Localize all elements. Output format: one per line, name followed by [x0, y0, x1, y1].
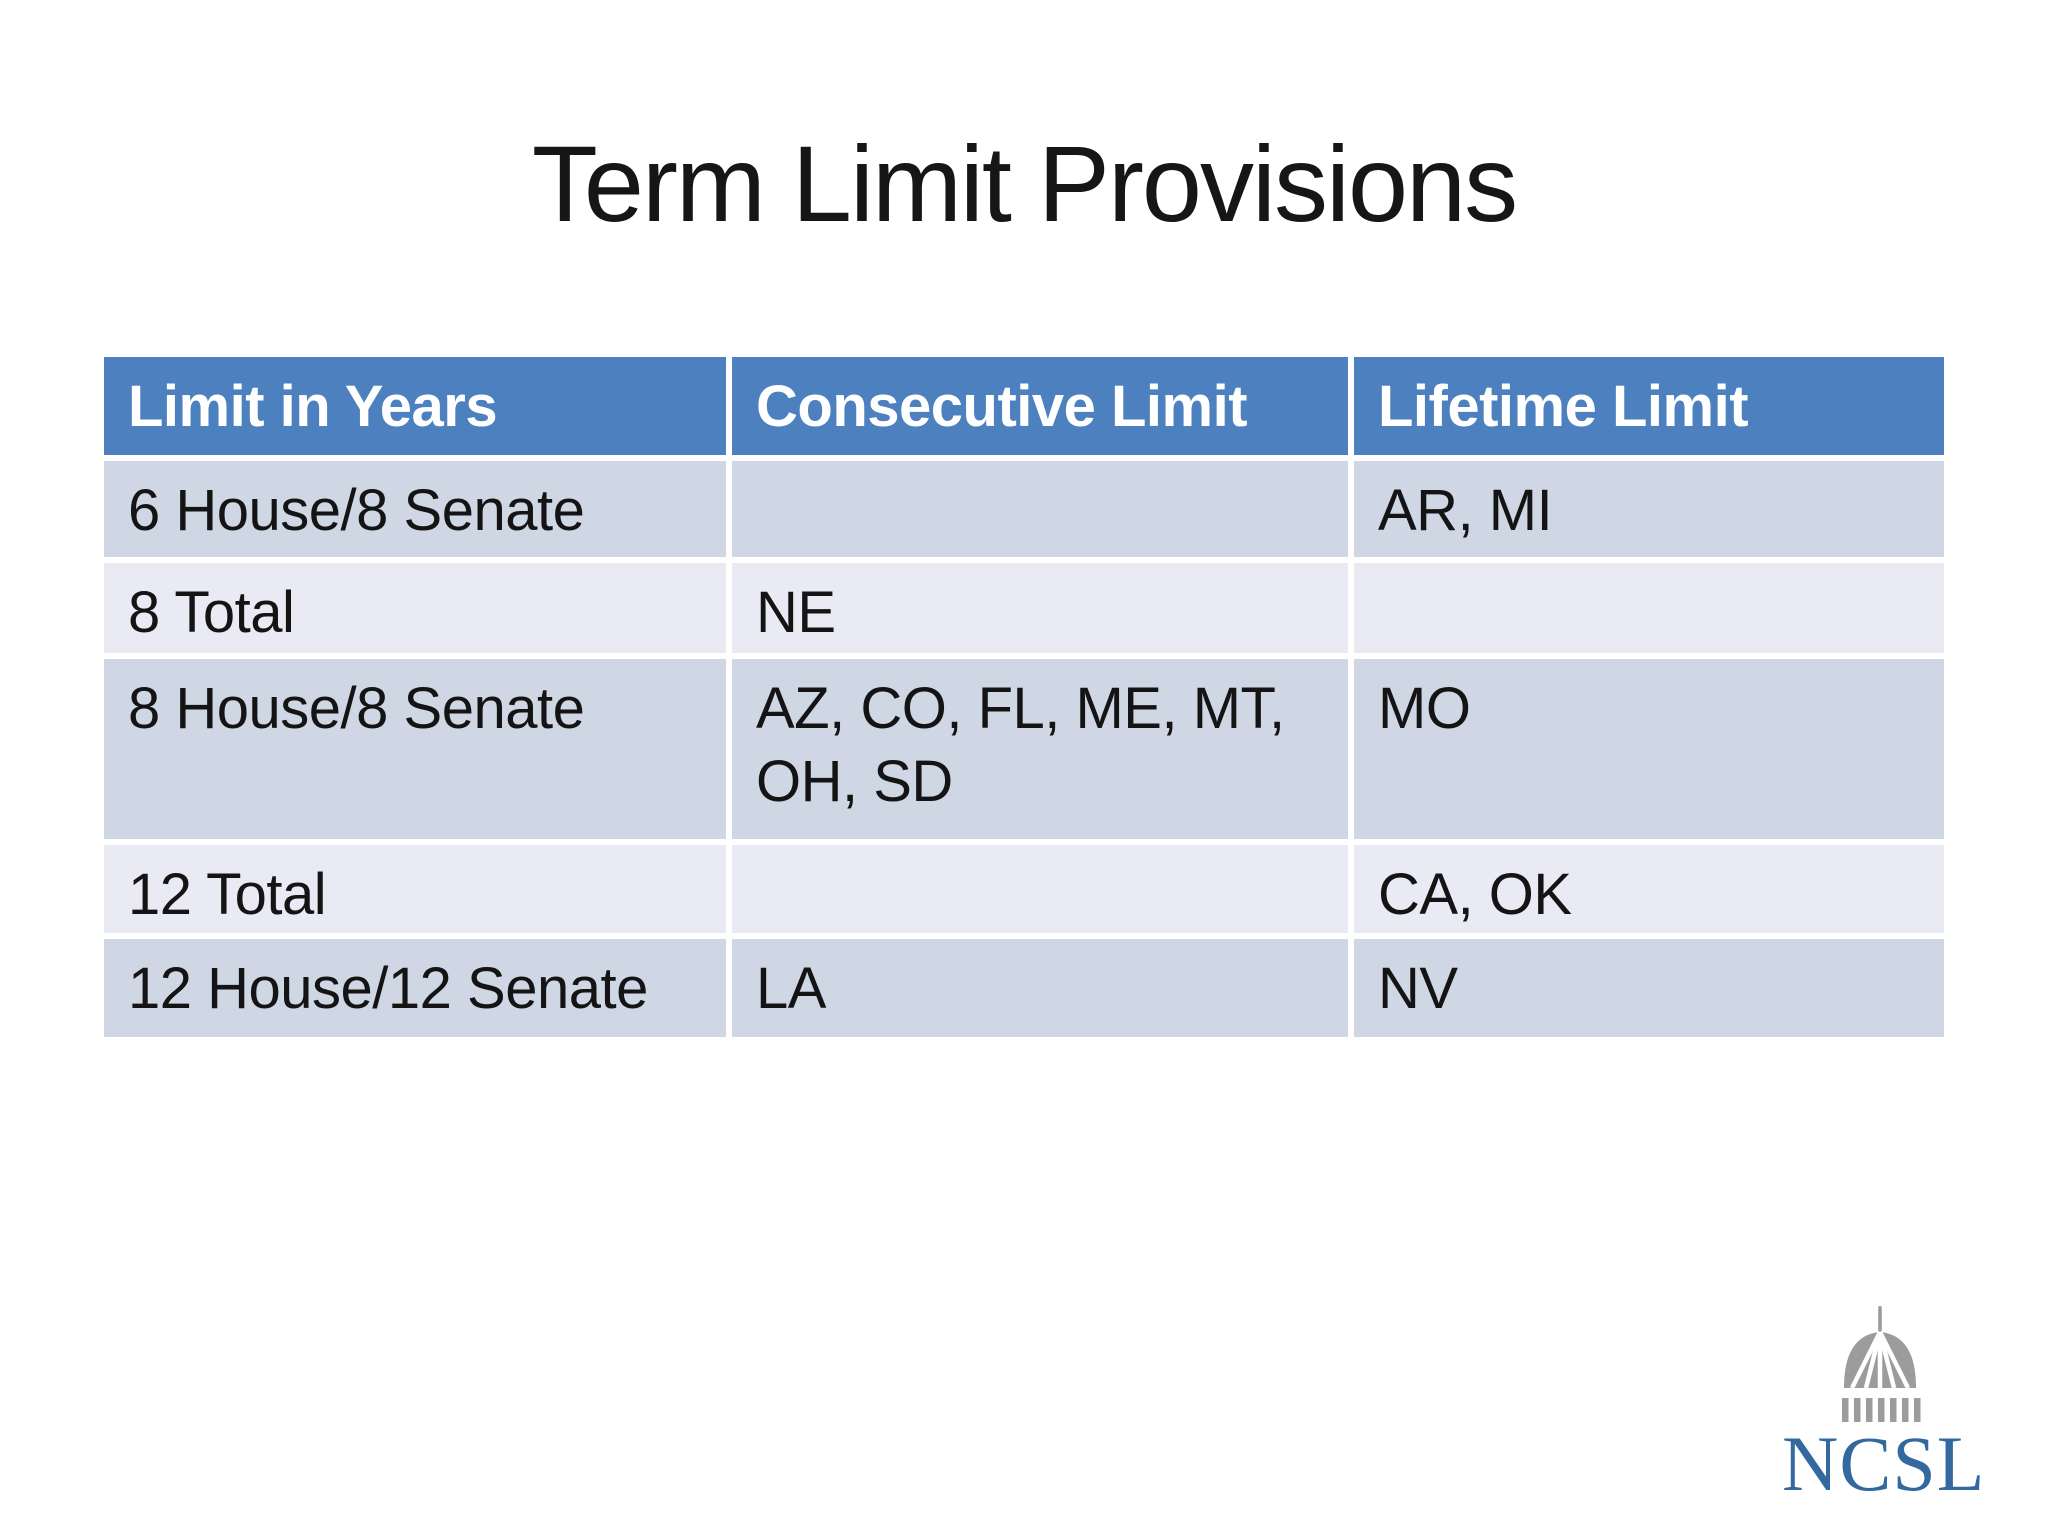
table-cell-consecutive: [732, 461, 1348, 557]
table-cell-limit: 8 Total: [104, 563, 726, 653]
slide-title: Term Limit Provisions: [531, 123, 1518, 244]
table-cell-consecutive: LA: [732, 939, 1348, 1037]
table-cell-limit: 6 House/8 Senate: [104, 461, 726, 557]
table-cell-lifetime: [1354, 563, 1944, 653]
table-cell-limit: 8 House/8 Senate: [104, 659, 726, 839]
table-cell-lifetime: MO: [1354, 659, 1944, 839]
table-cell-consecutive: AZ, CO, FL, ME, MT, OH, SD: [732, 659, 1348, 839]
table-cell-lifetime: NV: [1354, 939, 1944, 1037]
table-cell-consecutive: [732, 845, 1348, 933]
term-limit-table: Limit in Years Consecutive Limit Lifetim…: [104, 357, 1944, 1037]
table-cell-lifetime: CA, OK: [1354, 845, 1944, 933]
table-cell-limit: 12 House/12 Senate: [104, 939, 726, 1037]
table-cell-consecutive: NE: [732, 563, 1348, 653]
capitol-dome-icon: [1842, 1306, 1921, 1422]
column-header-lifetime-limit: Lifetime Limit: [1354, 357, 1944, 455]
ncsl-logo-text: NCSL: [1782, 1420, 1986, 1507]
table-cell-lifetime: AR, MI: [1354, 461, 1944, 557]
ncsl-logo: NCSL: [1782, 1304, 1986, 1507]
table-cell-limit: 12 Total: [104, 845, 726, 933]
column-header-limit-in-years: Limit in Years: [104, 357, 726, 455]
column-header-consecutive-limit: Consecutive Limit: [732, 357, 1348, 455]
